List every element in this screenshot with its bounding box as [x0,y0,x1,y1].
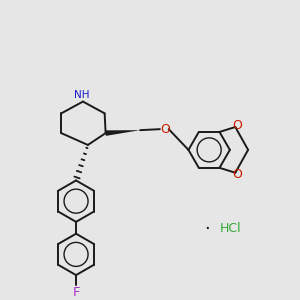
Text: O: O [232,168,242,181]
Text: O: O [232,118,242,131]
Text: F: F [72,286,80,299]
Polygon shape [105,130,140,136]
Text: NH: NH [74,90,90,100]
Text: O: O [160,123,170,136]
Text: HCl: HCl [220,222,242,235]
Text: ·: · [204,220,210,238]
